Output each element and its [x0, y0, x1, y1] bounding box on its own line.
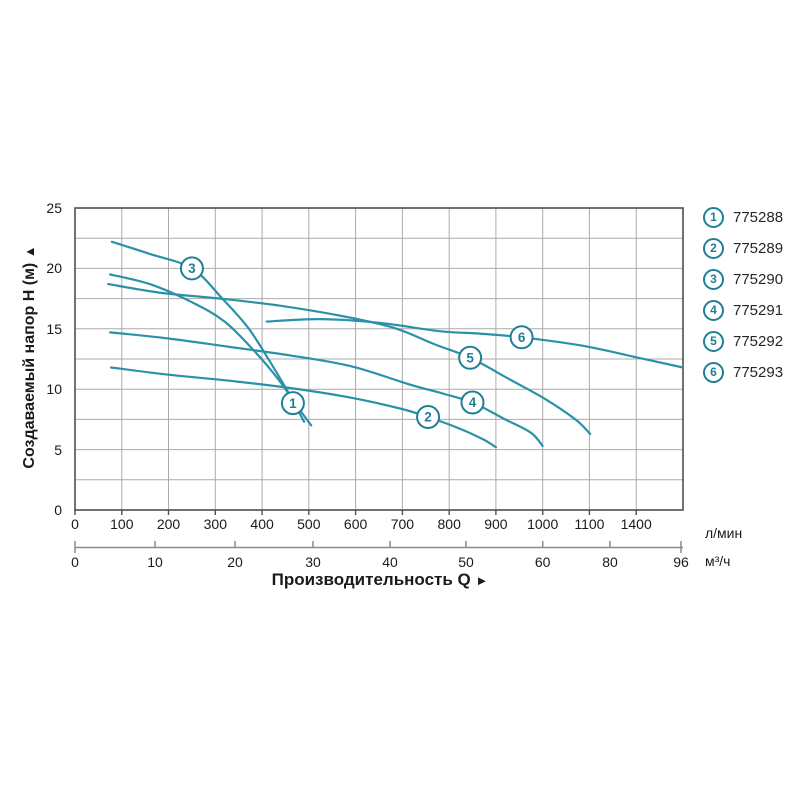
x-axis-title: Производительность Q ►	[272, 570, 489, 590]
right-arrow-icon: ►	[475, 573, 489, 588]
lmin-tick-label: 1400	[620, 516, 652, 532]
curve-label-circle-4	[460, 390, 485, 415]
lmin-tick-label: 500	[297, 516, 321, 532]
curve-label-number-5: 5	[466, 350, 474, 365]
m3h-tick-label: 60	[534, 554, 551, 570]
y-axis-title: Создаваемый напор H (м) ▲	[21, 245, 39, 468]
y-tick-label: 15	[46, 320, 62, 337]
curve-label-circle-6	[509, 325, 534, 350]
m3h-tick-label: 96	[673, 554, 689, 570]
lmin-tick-label: 400	[250, 516, 274, 532]
legend-number-circle: 3	[703, 268, 724, 290]
curve-775293	[265, 317, 685, 369]
lmin-tick-label: 200	[156, 516, 181, 532]
y-tick-label: 10	[46, 381, 62, 398]
lmin-tick-label: 100	[110, 516, 134, 532]
curve-label-number-3: 3	[188, 261, 196, 276]
curve-label-number-6: 6	[518, 330, 526, 345]
legend-number-circle: 2	[703, 237, 724, 259]
curve-label-number-4: 4	[469, 395, 477, 410]
y-tick-label: 25	[46, 200, 62, 216]
lmin-unit-label: л/мин	[705, 525, 743, 541]
lmin-tick-label: 600	[343, 516, 368, 532]
m3h-tick-label: 50	[458, 554, 474, 570]
legend-item: 5 775292	[703, 330, 783, 352]
m3h-tick-label: 0	[71, 554, 79, 570]
x-axis-title-text: Производительность Q	[271, 570, 471, 589]
legend-number-circle: 6	[703, 361, 724, 383]
y-tick-label: 0	[54, 502, 62, 518]
lmin-tick-label: 1000	[527, 516, 559, 532]
curve-775292	[107, 283, 592, 435]
legend-item: 2 775289	[703, 237, 783, 259]
legend-item: 4 775291	[703, 299, 783, 321]
plot-border	[74, 207, 684, 511]
legend-number-circle: 4	[703, 299, 724, 321]
m3h-tick-label: 40	[382, 554, 398, 570]
lmin-tick-label: 700	[390, 516, 415, 532]
curve-775291	[109, 331, 544, 448]
curve-label-circle-5	[458, 345, 483, 370]
up-arrow-icon: ▲	[22, 245, 37, 259]
legend-number-circle: 5	[703, 330, 724, 352]
legend-part-number: 775293	[733, 363, 784, 381]
lmin-tick-label: 800	[437, 516, 461, 532]
legend-item: 6 775293	[703, 361, 783, 383]
curve-775290	[110, 240, 306, 423]
m3h-tick-label: 10	[147, 554, 163, 570]
lmin-tick-label: 1100	[574, 516, 605, 532]
y-axis-title-text: Создаваемый напор H (м)	[21, 262, 38, 469]
y-tick-label: 5	[54, 441, 62, 458]
legend: 1 775288 2 775289 3 775290 4 775291 5 77…	[703, 0, 800, 400]
curve-label-circle-1	[280, 391, 305, 416]
m3h-unit-label: м³/ч	[705, 553, 731, 569]
lmin-tick-label: 900	[484, 516, 508, 532]
legend-number-circle: 1	[703, 206, 724, 228]
curve-label-circle-3	[179, 256, 204, 281]
legend-item: 3 775290	[703, 268, 783, 290]
m3h-tick-label: 30	[305, 554, 321, 570]
legend-part-number: 775291	[733, 301, 784, 319]
curve-label-number-2: 2	[424, 410, 432, 425]
legend-part-number: 775289	[733, 239, 784, 257]
m3h-tick-label: 80	[602, 554, 618, 570]
m3h-tick-label: 20	[227, 554, 243, 570]
legend-part-number: 775290	[733, 270, 784, 288]
lmin-tick-label: 300	[203, 516, 227, 532]
curve-775289	[109, 366, 497, 449]
legend-item: 1 775288	[703, 206, 783, 228]
y-tick-label: 20	[46, 260, 62, 277]
curve-label-number-1: 1	[289, 396, 297, 411]
legend-part-number: 775292	[733, 332, 784, 350]
lmin-tick-label: 0	[71, 516, 79, 532]
legend-part-number: 775288	[733, 208, 784, 226]
curve-label-circle-2	[416, 404, 441, 429]
